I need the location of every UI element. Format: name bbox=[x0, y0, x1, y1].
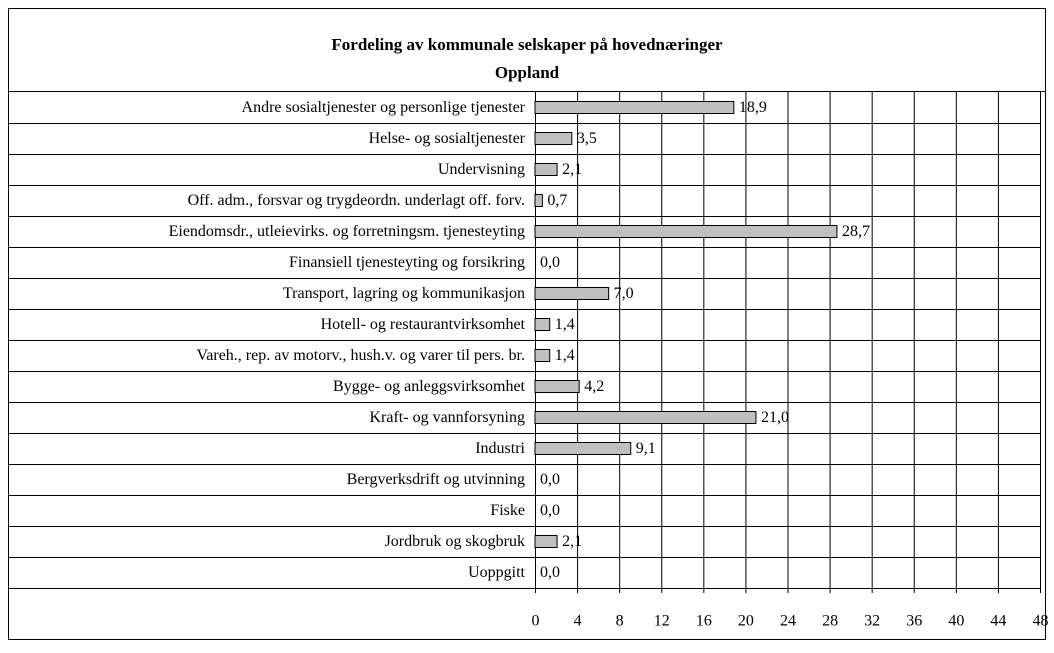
y-tick-label: Finansiell tjenesteyting og forsikring bbox=[289, 254, 525, 271]
value-label: 4,2 bbox=[584, 378, 604, 395]
x-tick-label: 36 bbox=[906, 613, 922, 630]
bar bbox=[534, 380, 580, 393]
y-tick-label: Andre sosialtjenester og personlige tjen… bbox=[242, 99, 526, 116]
y-tick-label: Fiske bbox=[490, 502, 525, 519]
bar bbox=[534, 442, 632, 455]
y-tick-label: Kraft- og vannforsyning bbox=[369, 409, 525, 426]
bar bbox=[534, 194, 543, 207]
y-tick-label: Vareh., rep. av motorv., hush.v. og vare… bbox=[196, 347, 525, 364]
value-label: 1,4 bbox=[555, 316, 575, 333]
value-label: 28,7 bbox=[842, 223, 870, 240]
x-tick-label: 20 bbox=[738, 613, 754, 630]
x-tick-label: 8 bbox=[616, 613, 624, 630]
value-label: 0,7 bbox=[547, 192, 567, 209]
bar bbox=[534, 132, 573, 145]
x-tick-label: 44 bbox=[990, 613, 1006, 630]
bar bbox=[534, 411, 757, 424]
y-tick-label: Undervisning bbox=[438, 161, 525, 178]
y-tick-label: Industri bbox=[475, 440, 525, 457]
value-label: 0,0 bbox=[540, 254, 560, 271]
bar bbox=[534, 318, 551, 331]
chart-subtitle: Oppland bbox=[495, 63, 560, 82]
value-label: 7,0 bbox=[614, 285, 634, 302]
value-label: 0,0 bbox=[540, 471, 560, 488]
value-label: 3,5 bbox=[577, 130, 597, 147]
frame bbox=[8, 8, 1046, 640]
bar bbox=[534, 225, 838, 238]
value-label: 9,1 bbox=[636, 440, 656, 457]
bar bbox=[534, 101, 735, 114]
bar bbox=[534, 535, 558, 548]
x-tick-label: 48 bbox=[1033, 613, 1049, 630]
x-tick-label: 40 bbox=[948, 613, 964, 630]
bar bbox=[534, 349, 551, 362]
x-tick-label: 24 bbox=[780, 613, 796, 630]
value-label: 2,1 bbox=[562, 533, 582, 550]
x-tick-label: 0 bbox=[532, 613, 540, 630]
value-label: 0,0 bbox=[540, 502, 560, 519]
y-tick-label: Transport, lagring og kommunikasjon bbox=[283, 285, 525, 302]
y-tick-label: Bygge- og anleggsvirksomhet bbox=[333, 378, 526, 395]
y-tick-label: Jordbruk og skogbruk bbox=[385, 533, 525, 550]
y-tick-label: Off. adm., forsvar og trygdeordn. underl… bbox=[188, 192, 525, 209]
value-label: 18,9 bbox=[739, 99, 767, 116]
y-tick-label: Bergverksdrift og utvinning bbox=[347, 471, 525, 488]
y-tick-label: Helse- og sosialtjenester bbox=[369, 130, 526, 147]
x-tick-label: 28 bbox=[822, 613, 838, 630]
bar bbox=[534, 163, 558, 176]
y-tick-label: Uoppgitt bbox=[468, 564, 525, 581]
value-label: 1,4 bbox=[555, 347, 575, 364]
x-tick-label: 32 bbox=[864, 613, 880, 630]
value-label: 0,0 bbox=[540, 564, 560, 581]
chart-title: Fordeling av kommunale selskaper på hove… bbox=[331, 35, 723, 54]
y-tick-label: Hotell- og restaurantvirksomhet bbox=[321, 316, 526, 333]
value-label: 2,1 bbox=[562, 161, 582, 178]
x-tick-label: 12 bbox=[654, 613, 670, 630]
x-tick-label: 4 bbox=[574, 613, 582, 630]
value-label: 21,0 bbox=[761, 409, 789, 426]
bar bbox=[534, 287, 610, 300]
x-tick-label: 16 bbox=[696, 613, 712, 630]
y-tick-label: Eiendomsdr., utleievirks. og forretnings… bbox=[169, 223, 525, 240]
